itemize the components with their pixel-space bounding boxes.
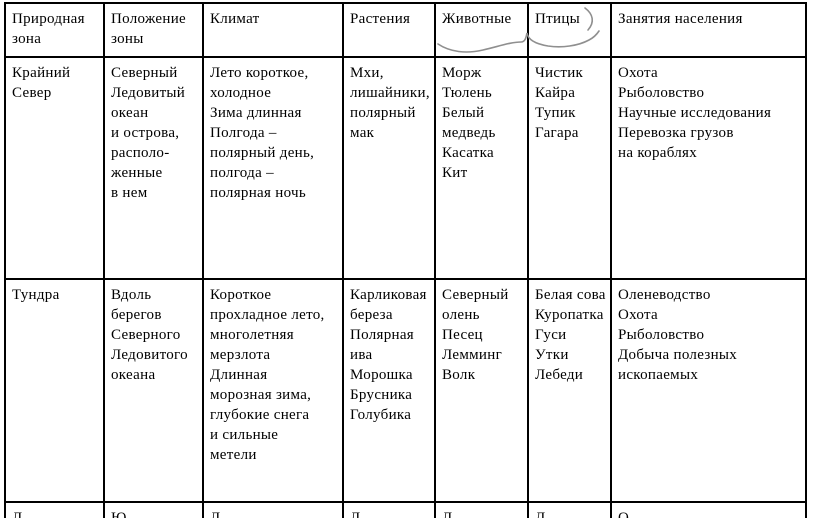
partial-cell: О (610, 501, 807, 518)
column-header-plants: Растения (342, 2, 436, 58)
cell-tundra-occupations: Оленеводство Охота Рыболовство Добыча по… (610, 278, 807, 503)
cell-far-north-plants: Мхи, лишайники, полярный мак (342, 56, 436, 280)
column-header-occupations: Занятия населения (610, 2, 807, 58)
partial-cell: Ю (103, 501, 204, 518)
cell-tundra-position: Вдоль берегов Северного Ледовитого океан… (103, 278, 204, 503)
table-row-partial-clipped: Л Ю Л Л Л Д О (4, 501, 807, 518)
cell-tundra-animals: Северный олень Песец Лемминг Волк (434, 278, 529, 503)
cell-tundra-zone: Тундра (4, 278, 105, 503)
partial-cell: Л (202, 501, 344, 518)
partial-cell: Д (527, 501, 612, 518)
column-header-climate: Климат (202, 2, 344, 58)
column-header-position: Положение зоны (103, 2, 204, 58)
column-header-zone: Природная зона (4, 2, 105, 58)
cell-tundra-birds: Белая сова Куропатка Гуси Утки Лебеди (527, 278, 612, 503)
cell-far-north-climate: Лето короткое, холодное Зима длинная Пол… (202, 56, 344, 280)
column-header-animals: Животные (434, 2, 529, 58)
natural-zones-table: Природная зона Положение зоны Климат Рас… (4, 2, 807, 518)
cell-far-north-zone: Крайний Север (4, 56, 105, 280)
partial-cell: Л (4, 501, 105, 518)
column-header-birds: Птицы (527, 2, 612, 58)
cell-far-north-animals: Морж Тюлень Белый медведь Касатка Кит (434, 56, 529, 280)
partial-cell: Л (434, 501, 529, 518)
cell-far-north-position: Северный Ледовитый океан и острова, расп… (103, 56, 204, 280)
cell-far-north-occupations: Охота Рыболовство Научные исследования П… (610, 56, 807, 280)
cell-tundra-plants: Карликовая береза Полярная ива Морошка Б… (342, 278, 436, 503)
partial-cell: Л (342, 501, 436, 518)
header-row: Природная зона Положение зоны Климат Рас… (4, 2, 807, 58)
cell-far-north-birds: Чистик Кайра Тупик Гагара (527, 56, 612, 280)
table-row-far-north: Крайний Север Северный Ледовитый океан и… (4, 56, 807, 280)
table-row-tundra: Тундра Вдоль берегов Северного Ледовитог… (4, 278, 807, 503)
cell-tundra-climate: Короткое прохладное лето, многолетняя ме… (202, 278, 344, 503)
